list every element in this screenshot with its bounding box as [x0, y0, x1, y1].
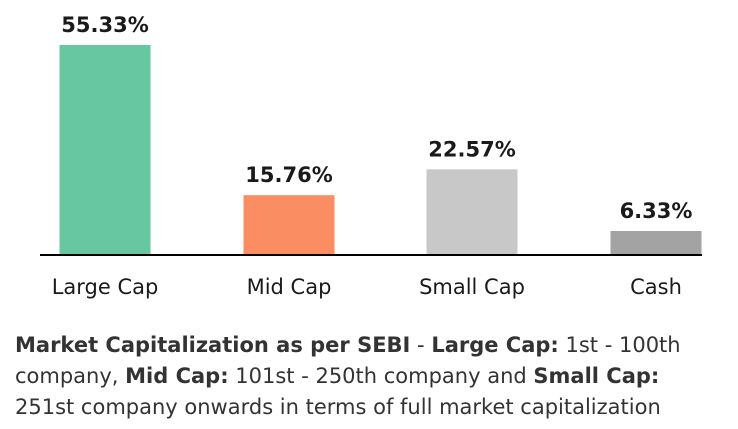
- footnote-mid-label: Mid Cap:: [125, 364, 229, 388]
- data-label-small-cap: 22.57%: [428, 137, 515, 161]
- footnote-small-label: Small Cap:: [533, 364, 660, 388]
- data-label-cash: 6.33%: [620, 199, 693, 223]
- x-tick-label-cash: Cash: [630, 275, 682, 299]
- x-tick-label-small-cap: Small Cap: [419, 275, 525, 299]
- bar-cash: [610, 230, 702, 255]
- bar-mid-cap: [243, 195, 335, 255]
- chart-footnote: Market Capitalization as per SEBI - Larg…: [15, 330, 725, 423]
- x-tick-label-large-cap: Large Cap: [52, 275, 159, 299]
- footnote-large-text: 1st - 100th company,: [15, 333, 681, 388]
- bar-large-cap: [59, 45, 151, 255]
- footnote-small-text: 251st company onwards in terms of full m…: [15, 395, 661, 419]
- footnote-sep: -: [410, 333, 432, 357]
- x-tick-label-mid-cap: Mid Cap: [247, 275, 332, 299]
- footnote-large-label: Large Cap:: [431, 333, 559, 357]
- data-label-large-cap: 55.33%: [61, 13, 148, 37]
- footnote-mid-text: 101st - 250th company and: [228, 364, 534, 388]
- footnote-lead: Market Capitalization as per SEBI: [15, 333, 411, 357]
- data-label-mid-cap: 15.76%: [245, 163, 332, 187]
- bar-small-cap: [426, 169, 518, 255]
- bar-chart: 55.33% Large Cap 15.76% Mid Cap 22.57% Small …: [40, 13, 702, 299]
